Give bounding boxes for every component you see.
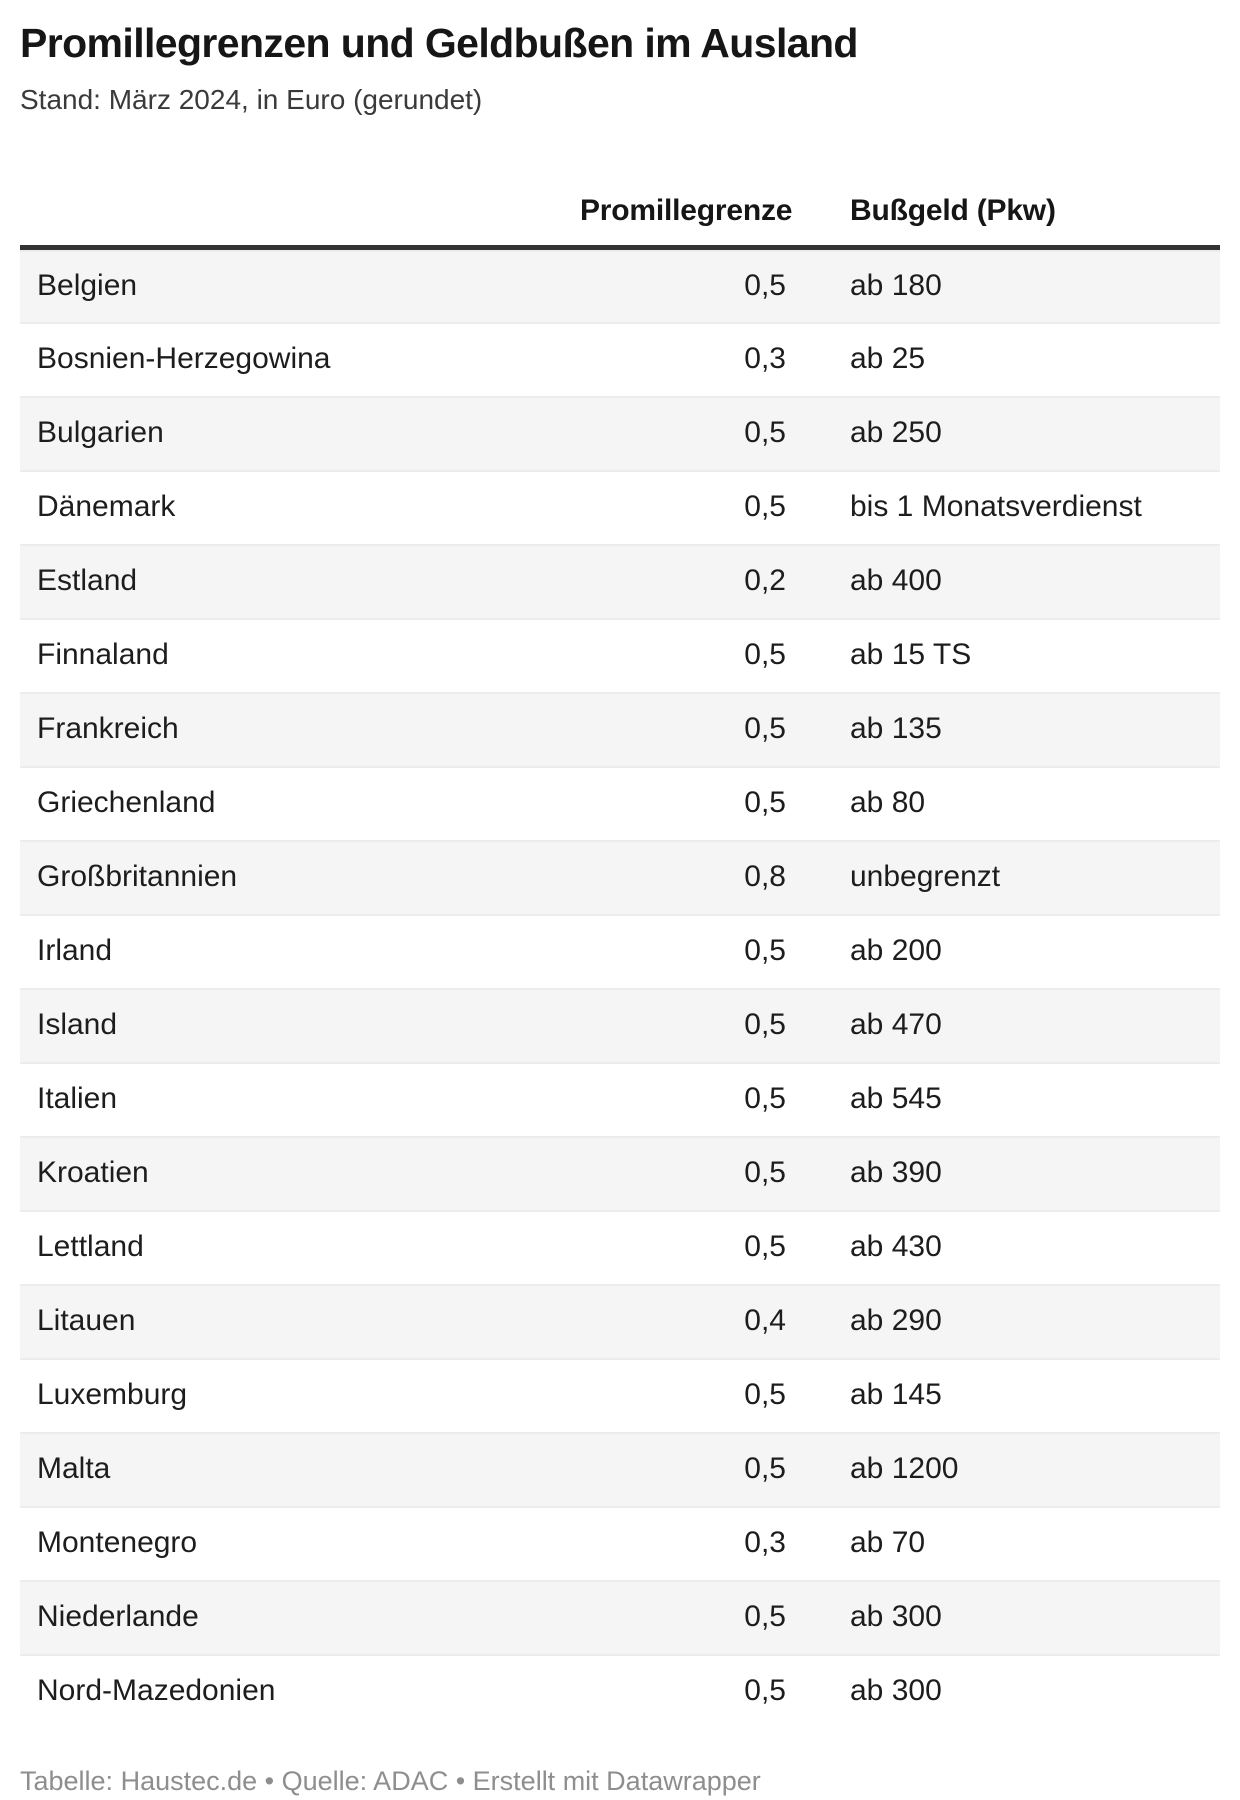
- fine-cell: ab 300: [802, 1654, 1220, 1728]
- country-cell: Estland: [20, 544, 580, 618]
- fine-cell: ab 300: [802, 1580, 1220, 1654]
- country-cell: Italien: [20, 1062, 580, 1136]
- table-credit: Tabelle: Haustec.de: [20, 1765, 258, 1796]
- fine-cell: ab 135: [802, 692, 1220, 766]
- table-row: Litauen 0,4 ab 290: [20, 1283, 1220, 1358]
- promille-limit-cell: 0,5: [580, 396, 802, 470]
- country-cell: Finnaland: [20, 618, 580, 692]
- fine-cell: ab 430: [802, 1210, 1220, 1284]
- promille-limit-cell: 0,5: [580, 766, 802, 840]
- country-cell: Niederlande: [20, 1580, 580, 1654]
- table-row: Montenegro 0,3 ab 70: [20, 1506, 1220, 1580]
- table-header: Promillegrenze Bußgeld (Pkw): [20, 143, 1220, 250]
- promille-limit-cell: 0,5: [580, 1580, 802, 1654]
- table-row: Bulgarien 0,5 ab 250: [20, 395, 1220, 470]
- table-row: Island 0,5 ab 470: [20, 987, 1220, 1062]
- table-row: Frankreich 0,5 ab 135: [20, 691, 1220, 766]
- promille-limit-cell: 0,3: [580, 322, 802, 396]
- country-cell: Bosnien-Herzegowina: [20, 322, 580, 396]
- data-table: Promillegrenze Bußgeld (Pkw) Belgien 0,5…: [20, 143, 1220, 1728]
- promille-limit-cell: 0,5: [580, 1210, 802, 1284]
- fine-cell: bis 1 Monatsverdienst: [802, 470, 1220, 544]
- fine-cell: ab 390: [802, 1136, 1220, 1210]
- fine-cell: ab 400: [802, 544, 1220, 618]
- fine-cell: ab 1200: [802, 1432, 1220, 1506]
- table-row: Irland 0,5 ab 200: [20, 914, 1220, 988]
- promille-limit-cell: 0,8: [580, 840, 802, 914]
- created-with-credit: Erstellt mit Datawrapper: [472, 1765, 761, 1796]
- promille-limit-cell: 0,5: [580, 1136, 802, 1210]
- promille-limit-cell: 0,5: [580, 914, 802, 988]
- fine-cell: ab 545: [802, 1062, 1220, 1136]
- promille-limit-cell: 0,5: [580, 1654, 802, 1728]
- fine-cell: ab 180: [802, 248, 1220, 322]
- country-cell: Island: [20, 988, 580, 1062]
- table-row: Bosnien-Herzegowina 0,3 ab 25: [20, 322, 1220, 396]
- country-cell: Montenegro: [20, 1506, 580, 1580]
- country-cell: Luxemburg: [20, 1358, 580, 1432]
- table-row: Finnaland 0,5 ab 15 TS: [20, 618, 1220, 692]
- promille-limit-cell: 0,5: [580, 1358, 802, 1432]
- fine-cell: ab 15 TS: [802, 618, 1220, 692]
- promille-limit-cell: 0,5: [580, 692, 802, 766]
- source-credit: Quelle: ADAC: [281, 1765, 449, 1796]
- fine-cell: ab 200: [802, 914, 1220, 988]
- country-cell: Griechenland: [20, 766, 580, 840]
- table-row: Estland 0,2 ab 400: [20, 543, 1220, 618]
- promille-limit-cell: 0,5: [580, 1062, 802, 1136]
- promille-limit-cell: 0,5: [580, 1432, 802, 1506]
- fine-cell: ab 250: [802, 396, 1220, 470]
- page-title: Promillegrenzen und Geldbußen im Ausland: [20, 20, 858, 66]
- country-cell: Bulgarien: [20, 396, 580, 470]
- promille-limit-cell: 0,3: [580, 1506, 802, 1580]
- table-row: Nord-Mazedonien 0,5 ab 300: [20, 1654, 1220, 1728]
- country-cell: Malta: [20, 1432, 580, 1506]
- country-cell: Irland: [20, 914, 580, 988]
- table-row: Luxemburg 0,5 ab 145: [20, 1358, 1220, 1432]
- attribution-footer: Tabelle: Haustec.de • Quelle: ADAC • Ers…: [20, 1765, 1220, 1797]
- promille-limit-cell: 0,4: [580, 1284, 802, 1358]
- table-row: Belgien 0,5 ab 180: [20, 247, 1220, 322]
- promille-limit-cell: 0,5: [580, 988, 802, 1062]
- country-cell: Dänemark: [20, 470, 580, 544]
- country-cell: Belgien: [20, 248, 580, 322]
- country-cell: Großbritannien: [20, 840, 580, 914]
- table-row: Kroatien 0,5 ab 390: [20, 1135, 1220, 1210]
- fine-cell: ab 70: [802, 1506, 1220, 1580]
- fine-cell: ab 80: [802, 766, 1220, 840]
- table-row: Niederlande 0,5 ab 300: [20, 1579, 1220, 1654]
- column-header-bussgeld: Bußgeld (Pkw): [802, 143, 1220, 250]
- table-body: Belgien 0,5 ab 180 Bosnien-Herzegowina 0…: [20, 247, 1220, 1728]
- table-row: Griechenland 0,5 ab 80: [20, 766, 1220, 840]
- promille-limit-cell: 0,5: [580, 618, 802, 692]
- country-cell: Nord-Mazedonien: [20, 1654, 580, 1728]
- table-header-row: Promillegrenze Bußgeld (Pkw): [20, 143, 1220, 250]
- footer-separator: •: [448, 1765, 473, 1796]
- footer-separator: •: [257, 1765, 282, 1796]
- table-row: Lettland 0,5 ab 430: [20, 1210, 1220, 1284]
- column-header-country: [20, 143, 580, 250]
- promille-limit-cell: 0,5: [580, 470, 802, 544]
- promille-limit-cell: 0,2: [580, 544, 802, 618]
- table-row: Italien 0,5 ab 545: [20, 1062, 1220, 1136]
- fine-cell: ab 470: [802, 988, 1220, 1062]
- table-row: Großbritannien 0,8 unbegrenzt: [20, 839, 1220, 914]
- promille-limit-cell: 0,5: [580, 248, 802, 322]
- table-row: Dänemark 0,5 bis 1 Monatsverdienst: [20, 470, 1220, 544]
- fine-cell: ab 290: [802, 1284, 1220, 1358]
- country-cell: Lettland: [20, 1210, 580, 1284]
- country-cell: Frankreich: [20, 692, 580, 766]
- fine-cell: unbegrenzt: [802, 840, 1220, 914]
- fine-cell: ab 145: [802, 1358, 1220, 1432]
- table-row: Malta 0,5 ab 1200: [20, 1431, 1220, 1506]
- fine-cell: ab 25: [802, 322, 1220, 396]
- page-subtitle: Stand: März 2024, in Euro (gerundet): [20, 84, 483, 115]
- column-header-promillegrenze: Promillegrenze: [580, 143, 802, 250]
- country-cell: Kroatien: [20, 1136, 580, 1210]
- country-cell: Litauen: [20, 1284, 580, 1358]
